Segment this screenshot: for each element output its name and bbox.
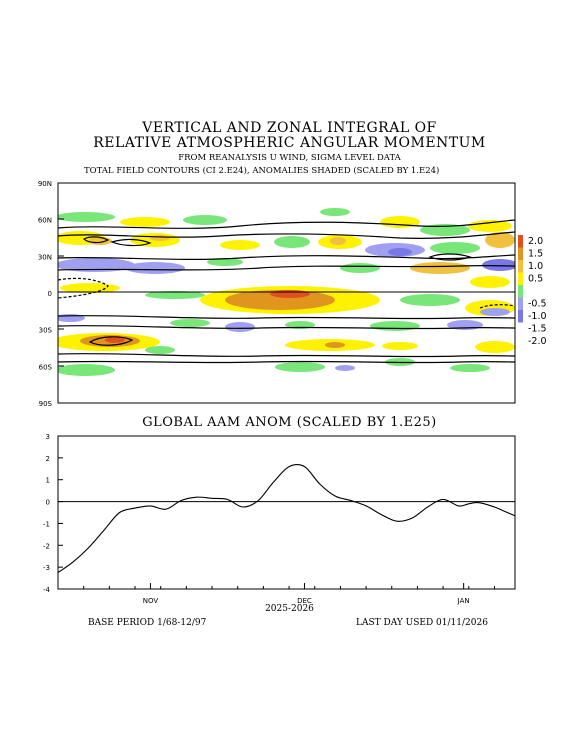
y-tick-label: -2: [43, 542, 50, 550]
y-tick-label: -4: [43, 586, 51, 594]
lat-tick-label: 90N: [38, 180, 52, 188]
aam-x-axis-label: 2025-2026: [265, 604, 314, 614]
legend-label: -1.5: [528, 324, 547, 335]
legend-label: -0.5: [528, 299, 547, 310]
lat-tick-label: 30N: [38, 253, 52, 261]
y-tick-label: 1: [46, 477, 50, 485]
legend-swatch: [518, 260, 523, 273]
x-tick-label: DEC: [297, 597, 312, 605]
lat-tick-label: 60S: [39, 363, 53, 371]
legend-label: 2.0: [528, 236, 543, 247]
x-tick-label: JAN: [457, 597, 470, 605]
last-day-label: LAST DAY USED 01/11/2026: [356, 618, 488, 628]
aam-y-ticks: 3 2 1 0 -1 -2 -3 -4: [43, 433, 63, 594]
legend-label: -1.0: [528, 311, 547, 322]
legend-swatch: [518, 272, 523, 285]
legend-swatch: [518, 297, 523, 310]
y-tick-label: 2: [46, 455, 50, 463]
legend-swatch: [518, 310, 523, 323]
y-tick-label: -1: [43, 520, 50, 528]
anomaly-shading: [58, 208, 515, 376]
aam-x-ticks: NOV DEC JAN: [57, 583, 495, 605]
legend-label: 1.5: [528, 249, 543, 260]
legend-swatch: [518, 247, 523, 260]
total-field-contours: [58, 219, 515, 364]
legend-label: -2.0: [528, 336, 547, 347]
chart-title-line1: VERTICAL AND ZONAL INTEGRAL OF: [142, 120, 437, 136]
lat-tick-label: 30S: [39, 327, 53, 335]
anomaly-legend: 2.0 1.51.0 0.5 -0.5-1.0 -1.5-2.0: [518, 235, 547, 347]
aam-chart-title: GLOBAL AAM ANOM (SCALED BY 1.E25): [142, 415, 437, 430]
chart-title-line2: RELATIVE ATMOSPHERIC ANGULAR MOMENTUM: [93, 135, 486, 151]
legend-swatch: [518, 235, 523, 248]
x-tick-label: NOV: [143, 597, 159, 605]
base-period-label: BASE PERIOD 1/68-12/97: [88, 618, 207, 628]
heatmap-frame: [57, 182, 516, 404]
chart-subtitle-source: FROM REANALYSIS U WIND, SIGMA LEVEL DATA: [178, 153, 401, 163]
heatmap-lat-ticks: 90N 60N 30N 0 30S 60S 90S: [38, 180, 53, 408]
aam-plot-frame: [57, 435, 516, 590]
legend-label: 0.5: [528, 274, 543, 285]
legend-swatch: [518, 285, 523, 298]
lat-tick-label: 90S: [39, 400, 53, 408]
y-tick-label: 3: [46, 433, 50, 441]
chart-subtitle-contours: TOTAL FIELD CONTOURS (CI 2.E24), ANOMALI…: [84, 166, 440, 176]
y-tick-label: 0: [46, 499, 50, 507]
y-tick-label: -3: [43, 564, 50, 572]
lat-tick-label: 0: [48, 290, 52, 298]
legend-label: 1.0: [528, 261, 543, 272]
lat-tick-label: 60N: [38, 217, 52, 225]
aam-series-line: [57, 464, 516, 574]
